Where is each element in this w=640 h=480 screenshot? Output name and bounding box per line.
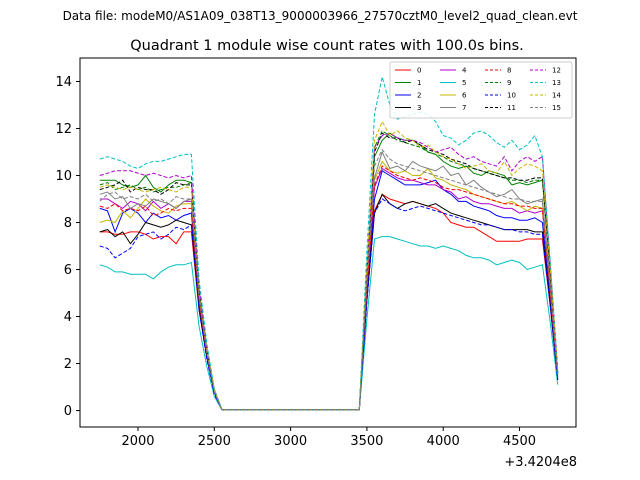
x-tick-label: 2000 [121, 434, 154, 449]
chart-title: Quadrant 1 module wise count rates with … [130, 38, 524, 54]
series-line-5 [99, 236, 559, 411]
x-tick-label: 4000 [427, 434, 460, 449]
legend-label-7: 7 [462, 104, 466, 112]
legend-label-0: 0 [417, 67, 421, 75]
legend-label-15: 15 [552, 104, 561, 112]
legend-label-12: 12 [552, 67, 561, 75]
series-line-7 [99, 150, 559, 411]
y-tick-label: 0 [64, 404, 72, 419]
legend-label-14: 14 [552, 92, 561, 100]
series-line-15 [99, 148, 559, 411]
x-tick-label: 3000 [274, 434, 307, 449]
legend-label-10: 10 [507, 92, 516, 100]
y-tick-label: 2 [64, 357, 72, 372]
series-line-1 [99, 132, 559, 411]
legend-label-6: 6 [462, 92, 467, 100]
y-tick-label: 6 [64, 263, 72, 278]
x-offset-label: +3.4204e8 [504, 455, 577, 470]
series-line-3 [99, 193, 559, 411]
series-line-13 [99, 76, 559, 411]
series-line-9 [99, 130, 559, 411]
y-tick-label: 4 [64, 310, 72, 325]
x-tick-label: 2500 [198, 434, 231, 449]
legend-label-11: 11 [507, 104, 516, 112]
series-line-8 [99, 165, 559, 411]
y-tick-label: 8 [64, 216, 72, 231]
series-line-0 [99, 193, 559, 411]
series-line-11 [99, 132, 559, 411]
series-group [99, 76, 559, 411]
legend-label-8: 8 [507, 67, 511, 75]
legend-label-2: 2 [417, 92, 421, 100]
series-line-4 [99, 167, 559, 411]
y-tick-label: 10 [55, 169, 72, 184]
x-tick-label: 4500 [503, 434, 536, 449]
legend-label-9: 9 [507, 79, 511, 87]
legend-box [389, 61, 573, 119]
series-line-12 [99, 132, 559, 411]
x-tick-label: 3500 [350, 434, 383, 449]
series-line-2 [99, 170, 559, 411]
y-tick-label: 12 [55, 122, 72, 137]
legend-label-4: 4 [462, 67, 467, 75]
series-line-10 [99, 198, 559, 411]
y-tick-label: 14 [55, 75, 72, 90]
legend-label-5: 5 [462, 79, 466, 87]
legend-label-3: 3 [417, 104, 421, 112]
chart-suptitle: Data file: modeM0/AS1A09_038T13_90000039… [63, 9, 578, 23]
plot-frame [79, 57, 577, 428]
legend-label-13: 13 [552, 79, 561, 87]
legend-label-1: 1 [417, 79, 421, 87]
series-line-14 [99, 120, 559, 411]
plot-area: 2000 2500 3000 3500 4000 45000246810121401234… [55, 57, 577, 449]
